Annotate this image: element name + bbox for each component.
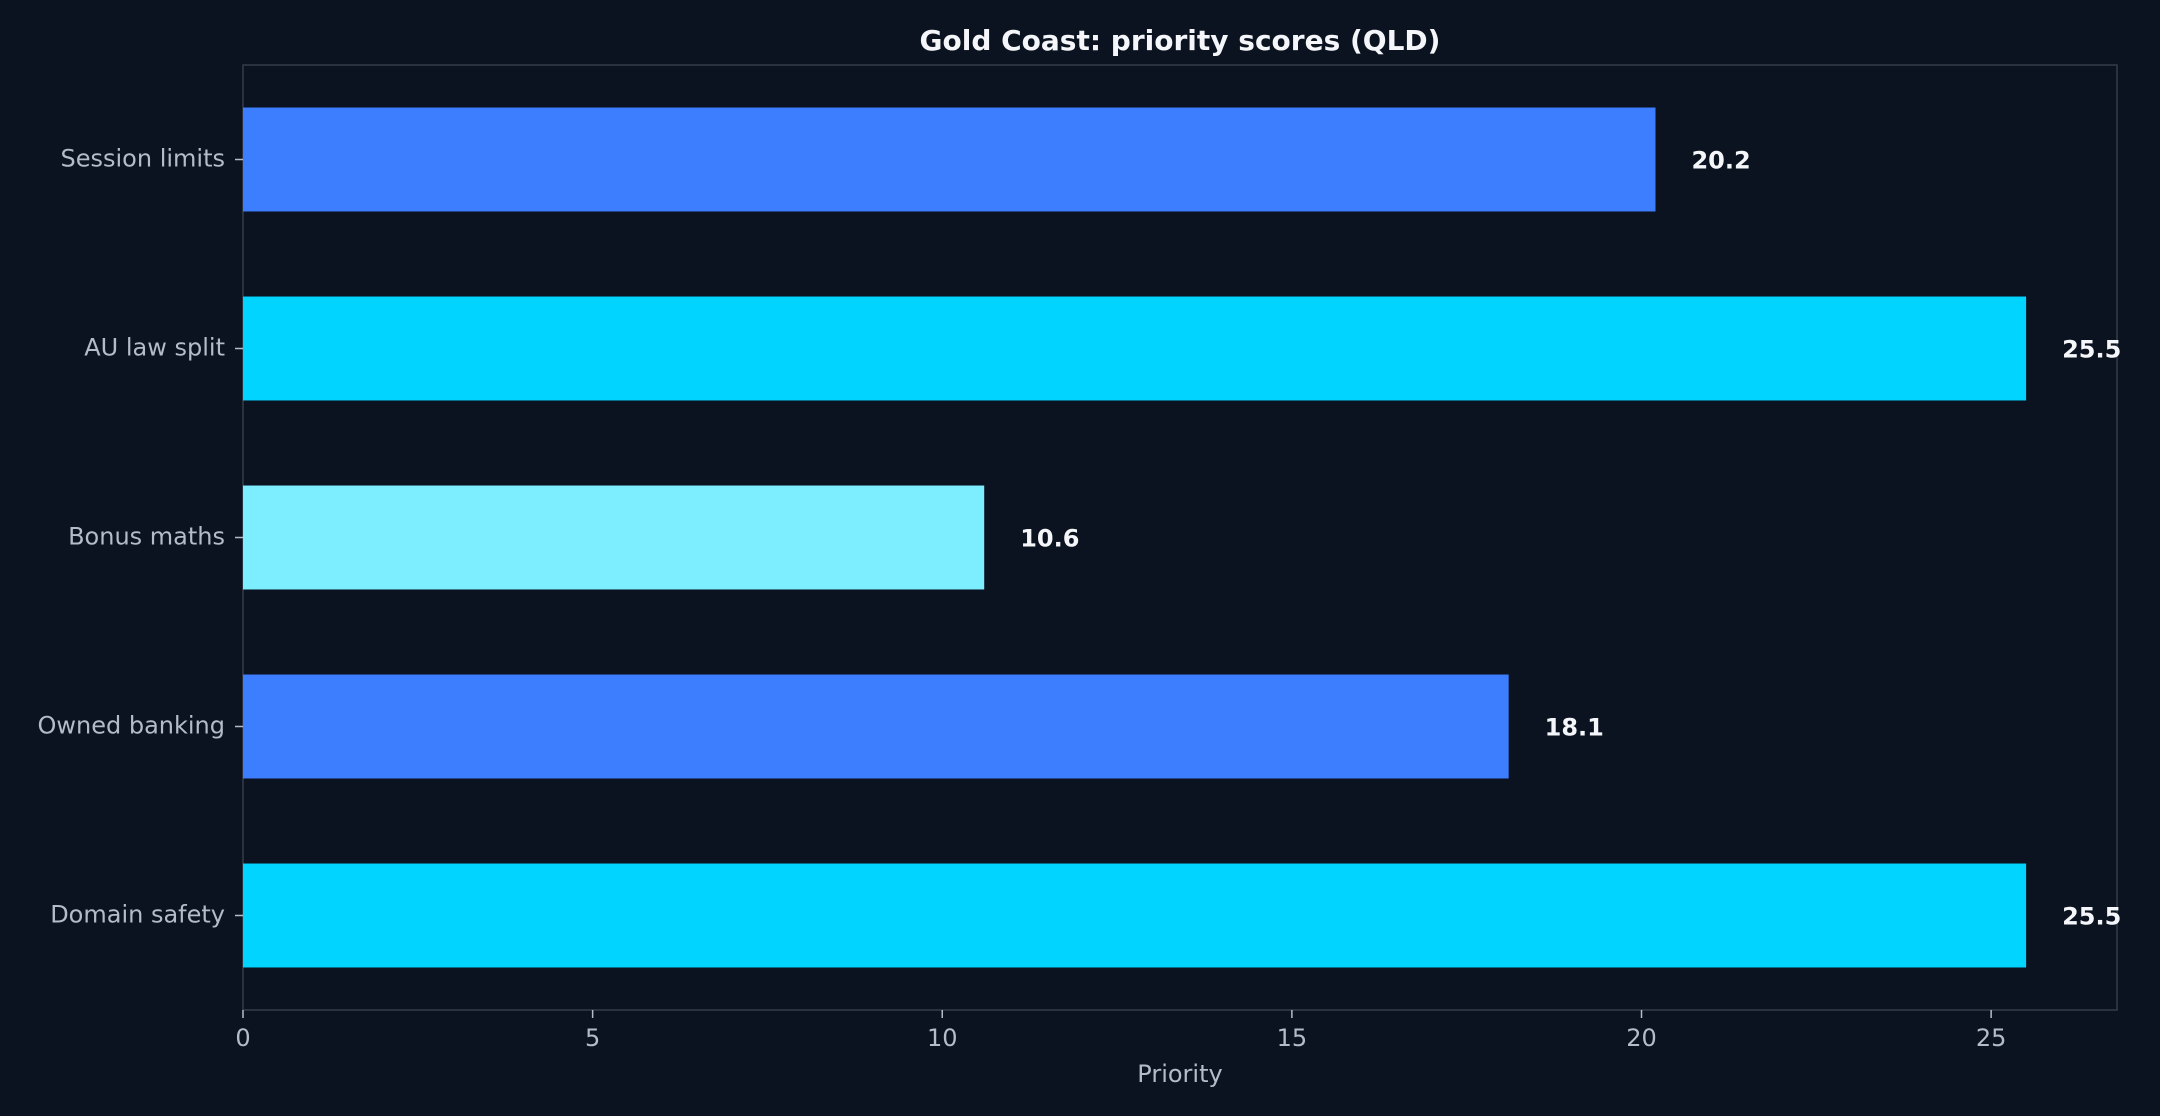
x-tick-label: 10 — [927, 1024, 958, 1052]
data-label: 10.6 — [1020, 525, 1079, 553]
y-axis-ticks: Session limits AU law split Bonus maths Own… — [37, 145, 243, 929]
x-tick-label: 5 — [585, 1024, 600, 1052]
x-tick-label: 0 — [235, 1024, 250, 1052]
y-tick-label: Domain safety — [50, 901, 225, 929]
y-tick-label: Bonus maths — [68, 523, 225, 551]
x-tick-label: 20 — [1626, 1024, 1657, 1052]
x-axis-ticks: 0 5 10 15 20 25 — [235, 1010, 2006, 1052]
bar-domain-safety — [243, 863, 2027, 968]
x-tick-label: 25 — [1976, 1024, 2007, 1052]
bars-layer: 20.2 25.5 10.6 18.1 25.5 — [243, 107, 2121, 968]
data-label: 20.2 — [1691, 147, 1750, 175]
bar-session-limits — [243, 107, 1656, 212]
y-tick-label: AU law split — [84, 334, 225, 362]
bar-au-law-split — [243, 296, 2027, 401]
x-axis-label: Priority — [1137, 1060, 1222, 1088]
bar-owned-banking — [243, 674, 1509, 779]
chart-title: Gold Coast: priority scores (QLD) — [920, 24, 1441, 57]
data-label: 25.5 — [2062, 336, 2121, 364]
data-label: 25.5 — [2062, 903, 2121, 931]
bar-bonus-maths — [243, 485, 985, 590]
y-tick-label: Owned banking — [37, 712, 225, 740]
x-tick-label: 15 — [1277, 1024, 1308, 1052]
y-tick-label: Session limits — [61, 145, 226, 173]
data-label: 18.1 — [1545, 714, 1604, 742]
